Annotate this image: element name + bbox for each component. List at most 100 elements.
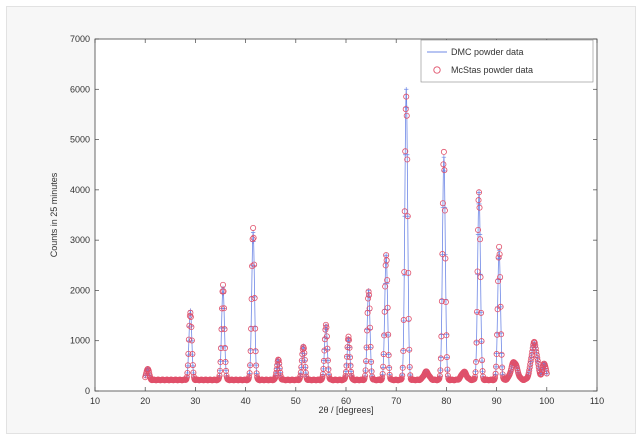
- mcstas-point: [298, 357, 305, 364]
- x-tick-label: 30: [190, 396, 200, 406]
- dmc-point: [380, 372, 385, 377]
- mcstas-point: [543, 368, 550, 375]
- mcstas-point: [472, 373, 479, 380]
- mcstas-point: [440, 148, 447, 155]
- mcstas-point: [298, 364, 305, 371]
- dmc-point: [252, 324, 258, 330]
- mcstas-point: [221, 305, 228, 312]
- dmc-point: [303, 370, 309, 376]
- mcstas-point: [529, 348, 536, 355]
- mcstas-point: [534, 354, 541, 361]
- dmc-point: [387, 372, 392, 377]
- mcstas-point: [250, 234, 257, 241]
- legend-box: [420, 39, 594, 83]
- mcstas-point: [323, 324, 330, 331]
- legend-dmc-label: DMC powder data: [451, 47, 524, 57]
- mcstas-point: [347, 354, 354, 361]
- mcstas-point: [477, 236, 484, 243]
- mcstas-point: [444, 366, 451, 373]
- mcstas-point: [246, 374, 253, 381]
- y-tick-label: 5000: [70, 135, 90, 145]
- mcstas-point: [381, 332, 388, 339]
- x-tick-label: 60: [341, 396, 351, 406]
- dmc-point: [493, 364, 499, 370]
- mcstas-point: [348, 368, 355, 375]
- dmc-point: [253, 362, 259, 368]
- mcstas-point: [437, 355, 444, 362]
- x-tick-label: 50: [291, 396, 301, 406]
- dmc-point: [500, 372, 505, 377]
- mcstas-point: [187, 309, 194, 316]
- dmc-point: [363, 368, 368, 374]
- mcstas-point: [400, 348, 407, 355]
- mcstas-point: [381, 308, 388, 315]
- mcstas-point: [222, 359, 229, 366]
- mcstas-point: [187, 313, 194, 320]
- mcstas-point: [145, 367, 152, 374]
- dmc-point: [326, 366, 331, 372]
- x-tick-label: 10: [90, 396, 100, 406]
- dmc-point: [343, 369, 349, 374]
- dmc-point: [185, 363, 191, 369]
- mcstas-point: [494, 331, 501, 338]
- dmc-point: [220, 285, 226, 291]
- mcstas-point: [367, 324, 374, 331]
- dmc-point: [404, 105, 409, 110]
- mcstas-point: [277, 369, 284, 376]
- mcstas-point: [475, 226, 482, 233]
- mcstas-point: [476, 189, 483, 196]
- mcstas-point: [442, 255, 449, 262]
- dmc-point: [189, 338, 195, 344]
- y-tick-label: 1000: [70, 336, 90, 346]
- mcstas-point: [526, 367, 533, 374]
- mcstas-point: [252, 325, 259, 332]
- dmc-point: [408, 372, 413, 378]
- x-tick-label: 110: [590, 396, 604, 406]
- mcstas-point: [499, 364, 506, 371]
- dmc-point: [386, 352, 391, 357]
- mcstas-point: [437, 367, 444, 374]
- mcstas-point: [182, 376, 189, 383]
- mcstas-point: [250, 224, 257, 231]
- mcstas-point: [222, 345, 229, 352]
- mcstas-point: [275, 356, 282, 363]
- mcstas-point: [146, 369, 153, 376]
- dmc-point: [441, 154, 447, 160]
- x-axis-label: 2θ / [degrees]: [318, 405, 373, 415]
- dmc-point: [438, 367, 443, 373]
- mcstas-point: [526, 364, 533, 371]
- mcstas-point: [405, 269, 412, 276]
- mcstas-point: [439, 251, 446, 258]
- mcstas-point: [246, 370, 253, 377]
- dmc-point: [386, 365, 392, 370]
- mcstas-point: [343, 362, 350, 369]
- mcstas-point: [248, 296, 255, 303]
- mcstas-point: [361, 375, 368, 382]
- figure-frame: 0 1000 2000 3000 4000 5000 6000 7000 10 20 30 40 50…: [6, 6, 636, 434]
- powder-diffraction-chart: 0 1000 2000 3000 4000 5000 6000 7000 10 20 30 40 50…: [49, 34, 604, 415]
- mcstas-point: [221, 326, 228, 333]
- mcstas-point: [386, 365, 393, 372]
- dmc-point: [439, 297, 445, 302]
- x-tick-label: 90: [492, 396, 502, 406]
- mcstas-point: [533, 351, 540, 358]
- mcstas-point: [300, 345, 307, 352]
- mcstas-point: [495, 254, 502, 261]
- mcstas-point: [534, 357, 541, 364]
- mcstas-point: [492, 374, 499, 381]
- dmc-point: [473, 369, 478, 374]
- mcstas-point: [253, 362, 260, 369]
- dmc-point: [326, 372, 332, 377]
- mcstas-point: [475, 197, 482, 204]
- dmc-point: [217, 368, 223, 373]
- mcstas-point: [295, 377, 302, 384]
- mcstas-point: [498, 331, 505, 338]
- dmc-point: [298, 370, 304, 376]
- x-tick-label: 40: [241, 396, 251, 406]
- y-tick-label: 2000: [70, 285, 90, 295]
- mcstas-point: [532, 345, 539, 352]
- mcstas-point: [479, 357, 486, 364]
- mcstas-point: [248, 325, 255, 332]
- mcstas-point: [508, 366, 515, 373]
- mcstas-point: [492, 370, 499, 377]
